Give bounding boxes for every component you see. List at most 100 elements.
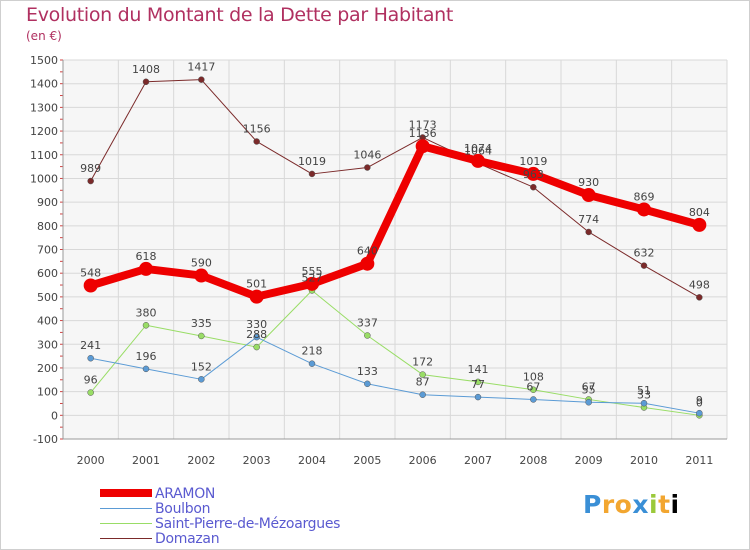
data-point — [585, 399, 592, 406]
data-point — [585, 228, 592, 236]
data-label: 9 — [696, 394, 703, 407]
data-point — [142, 322, 150, 329]
data-label: 108 — [523, 371, 544, 384]
data-point — [696, 294, 703, 301]
y-tick-label: 1100 — [30, 149, 58, 162]
x-tick-label: 2010 — [630, 454, 658, 467]
x-tick-label: 2005 — [353, 454, 381, 467]
y-tick-label: 900 — [37, 196, 58, 209]
legend-swatch-domazan — [100, 538, 152, 539]
data-label: 51 — [637, 384, 651, 397]
y-tick-label: 0 — [51, 409, 58, 422]
data-point — [364, 332, 371, 339]
data-point — [253, 138, 260, 145]
data-label: 141 — [468, 363, 489, 376]
legend-label-domazan: Domazan — [155, 531, 220, 547]
data-point — [142, 365, 150, 373]
data-label: 963 — [523, 168, 544, 181]
data-point — [530, 386, 537, 393]
legend-label-boulbon: Boulbon — [155, 501, 211, 517]
series-line — [90, 336, 700, 414]
data-label: 133 — [357, 365, 378, 378]
data-point — [360, 256, 375, 271]
data-label: 87 — [416, 376, 430, 389]
series-line — [90, 289, 700, 416]
x-tick-label: 2008 — [519, 454, 547, 467]
data-label: 498 — [689, 278, 710, 291]
data-label: 33 — [637, 388, 651, 401]
data-point — [696, 409, 703, 417]
data-label: 77 — [471, 378, 485, 391]
y-tick-label: 300 — [37, 338, 58, 351]
data-label: 1019 — [519, 155, 547, 168]
legend-label-saint-pierre: Saint-Pierre-de-Mézoargues — [155, 516, 341, 532]
data-point — [249, 289, 264, 304]
y-tick-label: 100 — [37, 386, 58, 399]
data-point — [142, 78, 150, 86]
data-label: 869 — [634, 190, 655, 203]
logo-letter: r — [601, 490, 615, 519]
data-point — [253, 343, 260, 351]
x-tick-label: 2001 — [132, 454, 160, 467]
data-point — [198, 376, 205, 383]
data-label: 527 — [302, 271, 323, 284]
y-tick-label: 700 — [37, 244, 58, 257]
data-label: 804 — [689, 206, 710, 219]
data-label: 1408 — [132, 63, 160, 76]
data-label: 1074 — [464, 142, 492, 155]
data-label: 548 — [80, 267, 101, 280]
y-tick-label: 500 — [37, 291, 58, 304]
data-label: 218 — [302, 345, 323, 358]
chart-subtitle: (en €) — [26, 29, 62, 43]
x-tick-label: 2000 — [77, 454, 105, 467]
data-point — [364, 164, 371, 171]
data-label: 501 — [246, 278, 267, 291]
data-point — [83, 278, 98, 293]
data-point — [530, 396, 537, 403]
data-point — [530, 183, 537, 191]
data-label: 590 — [191, 257, 212, 270]
data-point — [364, 380, 371, 388]
data-point — [471, 153, 485, 168]
data-label: 0 — [696, 396, 703, 409]
legend-label-aramon: ARAMON — [155, 486, 216, 502]
logo-letter: i — [670, 490, 680, 519]
data-point — [637, 202, 651, 217]
data-point — [308, 360, 316, 367]
data-point — [308, 170, 316, 178]
y-tick-label: 800 — [37, 220, 58, 233]
y-tick-label: -100 — [33, 433, 58, 446]
logo-letter: o — [614, 490, 633, 519]
data-point — [87, 389, 94, 396]
data-label: 640 — [357, 245, 378, 258]
data-point — [198, 76, 205, 83]
logo-letter: P — [583, 490, 602, 519]
logo-letter: x — [632, 490, 649, 519]
data-label: 55 — [582, 383, 596, 396]
data-point — [194, 268, 209, 283]
chart-title: Evolution du Montant de la Dette par Hab… — [26, 4, 454, 26]
data-label: 67 — [582, 380, 596, 393]
data-label: 1156 — [243, 122, 271, 135]
data-label: 555 — [302, 265, 323, 278]
x-tick-label: 2011 — [685, 454, 713, 467]
y-tick-label: 1300 — [30, 101, 58, 114]
data-label: 1136 — [409, 127, 437, 140]
data-point — [198, 332, 205, 340]
data-label: 67 — [526, 380, 540, 393]
data-point — [253, 333, 260, 341]
data-point — [581, 188, 596, 203]
data-point — [474, 393, 482, 401]
legend-swatch-boulbon — [100, 508, 152, 509]
data-label: 380 — [136, 306, 157, 319]
x-tick-label: 2006 — [409, 454, 437, 467]
data-point — [692, 217, 707, 232]
data-point — [415, 139, 430, 154]
x-tick-label: 2009 — [575, 454, 603, 467]
data-point — [419, 391, 426, 398]
data-point — [640, 399, 648, 407]
data-label: 774 — [578, 213, 599, 226]
data-label: 930 — [578, 176, 599, 189]
x-tick-label: 2004 — [298, 454, 326, 467]
